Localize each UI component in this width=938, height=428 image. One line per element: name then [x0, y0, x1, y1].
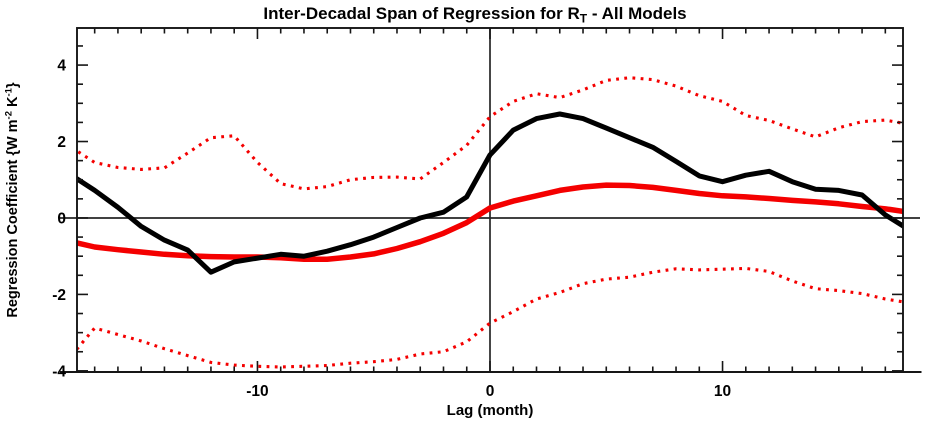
y-axis-label-sup1: -2 [4, 111, 15, 119]
series-inter-decadal-span-black [77, 111, 903, 275]
chart-title-subscript: T [580, 12, 588, 26]
y-tick-label: -4 [52, 363, 66, 380]
data-series-layer [77, 76, 903, 369]
y-axis-label-suffix: } [5, 82, 21, 88]
y-axis-label-mid: K [5, 96, 21, 111]
y-tick-label: 0 [57, 210, 66, 227]
y-tick-label: 4 [57, 58, 66, 75]
frame-layer [76, 27, 904, 373]
x-tick-label: -10 [246, 383, 268, 400]
x-tick-label: 0 [486, 383, 495, 400]
x-axis-label: Lag (month) [447, 402, 534, 419]
y-axis-label-sup2: -1 [4, 87, 15, 96]
y-axis-label-prefix: Regression Coefficient {W m [5, 119, 21, 317]
series-mean-regression-red [77, 182, 903, 262]
chart-title-prefix: Inter-Decadal Span of Regression for R [263, 4, 579, 23]
tick-label-layer: -10 0 10 -4 -2 0 2 4 [52, 58, 731, 400]
series-lower-bound-dotted [77, 266, 903, 369]
y-tick-label: 2 [57, 134, 66, 151]
chart-title: Inter-Decadal Span of Regression for RT … [263, 4, 686, 26]
y-tick-label: -2 [52, 287, 66, 304]
x-tick-label: 10 [714, 383, 731, 400]
chart-title-suffix: - All Models [587, 4, 687, 23]
y-axis-label: Regression Coefficient {W m-2 K-1} [4, 82, 22, 318]
